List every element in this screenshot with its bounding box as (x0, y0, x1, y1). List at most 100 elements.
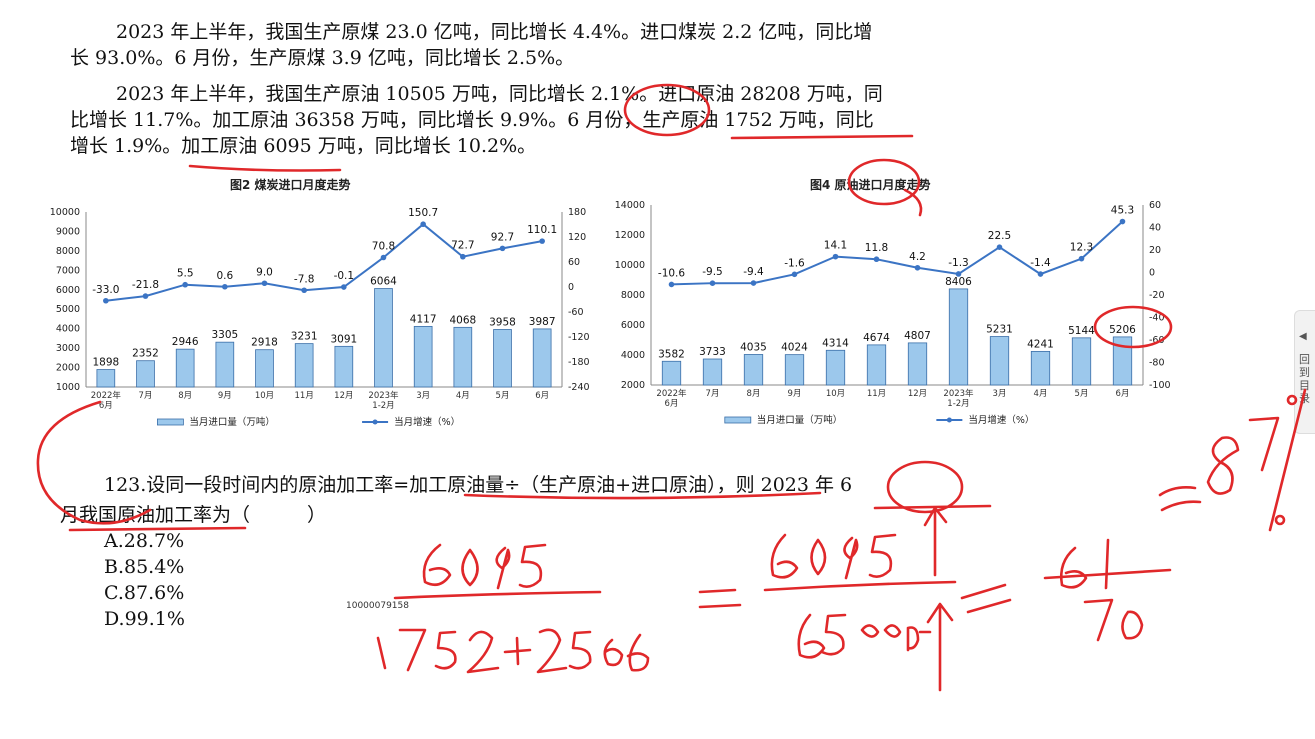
back-to-toc-tab[interactable]: ◀ 回到目录 (1294, 310, 1315, 434)
bar (1030, 350, 1051, 386)
line-point (709, 280, 716, 286)
y-tick-label-right: -120 (568, 332, 590, 343)
y-tick-label-left: 8000 (621, 290, 645, 301)
y-tick-label-left: 10000 (50, 207, 80, 218)
legend-swatch-marker (372, 419, 378, 425)
line-point (914, 264, 921, 271)
ink-digits (883, 624, 902, 638)
x-tick-label: 7月 (706, 389, 720, 399)
line-data-label: 92.7 (491, 231, 514, 243)
y-tick-label-right: 20 (1149, 245, 1161, 256)
legend-swatch-marker (946, 417, 952, 423)
line-point (142, 293, 149, 299)
bar (453, 326, 473, 388)
line-data-label: 150.7 (408, 207, 438, 219)
bar-data-label: 3733 (699, 346, 726, 358)
bar-data-label: 2946 (172, 336, 199, 348)
text-line: 2023 年上半年，我国生产原煤 23.0 亿吨，同比增长 4.4%。进口煤炭 … (116, 21, 873, 43)
line-point (750, 280, 757, 286)
y-tick-label-right: -60 (568, 307, 584, 318)
x-tick-label: 8月 (747, 389, 761, 399)
x-tick-label: 6月 (99, 401, 113, 411)
x-tick-label: 2022年 (91, 390, 122, 401)
bar-data-label: 2918 (251, 337, 278, 349)
bar (175, 348, 195, 388)
ink-digits (1060, 546, 1088, 589)
ink-line (1043, 568, 1172, 580)
ink-approx (1158, 486, 1202, 512)
legend-label: 当月进口量（万吨） (757, 414, 843, 426)
bar-data-label: 8406 (945, 276, 972, 288)
y-tick-label-right: -240 (568, 382, 590, 393)
bar-data-label: 4807 (904, 330, 931, 342)
chart-coal-imports: 1000 2000 3000 4000 5000 6000 7000 8000 9000 1000… (50, 207, 590, 428)
line-data-label: -1.3 (948, 257, 969, 269)
y-tick-label-left: 10000 (615, 260, 645, 271)
x-tick-label: 2022年 (656, 388, 687, 399)
y-tick-label-right: -100 (1149, 380, 1171, 391)
bar-data-label: 5206 (1109, 324, 1136, 336)
bar (334, 345, 354, 388)
line-point (1078, 255, 1085, 262)
line-data-label: -33.0 (92, 284, 119, 296)
x-tick-label: 9月 (218, 391, 232, 401)
y-tick-label-left: 9000 (56, 226, 80, 237)
option-a[interactable]: A.28.7% (104, 530, 185, 552)
x-tick-label: 6月 (1116, 389, 1130, 399)
bar-data-label: 1898 (92, 357, 119, 369)
line-point (222, 283, 228, 290)
x-tick-label: 3月 (993, 389, 1007, 399)
bar (1071, 337, 1092, 386)
line-data-label: -0.1 (334, 270, 355, 282)
bar-data-label: 5144 (1068, 325, 1095, 337)
bar (661, 360, 682, 386)
ink-digits (797, 613, 826, 659)
paragraph-oil: 2023 年上半年，我国生产原油 10505 万吨，同比增长 2.1%。进口原油… (70, 81, 982, 159)
x-tick-label: 4月 (1034, 389, 1048, 399)
option-d[interactable]: D.99.1% (104, 608, 185, 630)
ink-arrow (926, 602, 954, 692)
line-point (182, 281, 188, 288)
line-data-label: 14.1 (824, 240, 847, 252)
ink-digits (603, 638, 624, 667)
bar-data-label: 4024 (781, 342, 808, 354)
x-tick-label: 10月 (255, 391, 274, 401)
ink-digits (495, 546, 511, 590)
bar (866, 344, 887, 386)
ink-digits (1104, 538, 1110, 590)
bar (825, 349, 846, 386)
x-tick-label: 4月 (456, 391, 470, 401)
ink-equals (698, 588, 742, 609)
line-point (460, 253, 466, 260)
y-tick-label-left: 2000 (56, 363, 80, 374)
bar-data-label: 2352 (132, 348, 159, 360)
y-tick-label-right: -180 (568, 357, 590, 368)
bar (702, 358, 723, 386)
ink-digits (1248, 416, 1280, 472)
bar-data-label: 3958 (489, 316, 516, 328)
line-data-label: 5.5 (177, 268, 194, 280)
ink-digits (1121, 610, 1144, 640)
bar (215, 341, 235, 388)
bar-data-label: 5231 (986, 324, 1013, 336)
ink-digits (518, 543, 547, 588)
x-tick-label: 7月 (139, 391, 153, 401)
line-data-label: 0.6 (216, 270, 233, 282)
bar-data-label: 4241 (1027, 338, 1054, 350)
bar (374, 288, 393, 388)
ink-digits (820, 613, 847, 656)
y-tick-label-right: 60 (1149, 200, 1161, 211)
x-tick-label: 3月 (416, 391, 430, 401)
ink-digits (398, 628, 427, 672)
ink-digits (1206, 436, 1240, 495)
ink-digits (376, 636, 387, 670)
bar-data-label: 4314 (822, 337, 849, 349)
line-point (499, 245, 506, 252)
line-point (539, 238, 545, 244)
y-tick-label-left: 6000 (56, 285, 80, 296)
ink-digits (536, 628, 568, 674)
option-c[interactable]: C.87.6% (104, 582, 185, 604)
option-b[interactable]: B.85.4% (104, 556, 185, 578)
text-line: 增长 1.9%。加工原油 6095 万吨，同比增长 10.2%。 (70, 135, 537, 157)
y-tick-label-left: 12000 (615, 230, 645, 241)
